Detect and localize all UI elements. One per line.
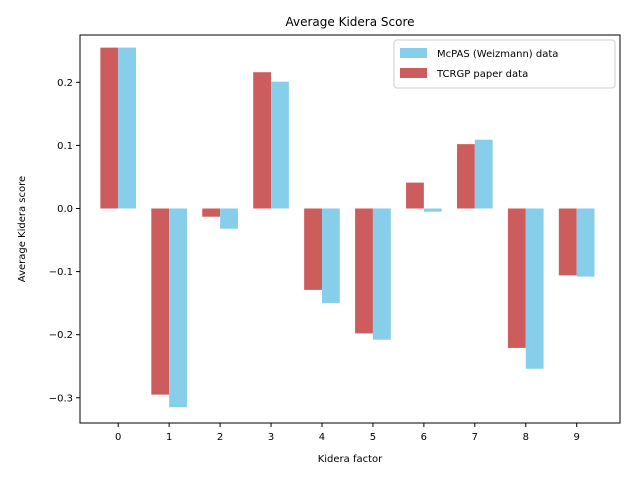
bar-series0-3 <box>253 72 272 209</box>
x-tick-label: 4 <box>319 432 325 443</box>
x-tick-label: 7 <box>472 432 478 443</box>
x-tick-label: 2 <box>217 432 223 443</box>
y-tick-label: −0.3 <box>49 393 73 404</box>
legend-swatch <box>400 48 427 58</box>
bar-series0-1 <box>151 208 170 395</box>
legend-box <box>393 39 616 89</box>
y-tick-label: 0.0 <box>57 204 73 215</box>
bar-series0-7 <box>456 144 475 209</box>
legend: McPAS (Weizmann) data TCRGP paper data <box>393 39 616 89</box>
chart-title: Average Kidera Score <box>285 15 414 29</box>
bar-series1-5 <box>372 208 391 340</box>
bar-series1-6 <box>423 208 442 212</box>
bar-series0-0 <box>100 47 119 209</box>
x-axis-label: Kidera factor <box>318 454 383 465</box>
y-tick-label: −0.1 <box>49 267 73 278</box>
x-tick-label: 0 <box>115 432 121 443</box>
bar-series1-4 <box>321 208 340 304</box>
bar-series1-9 <box>576 208 595 277</box>
plot-frame <box>79 34 621 424</box>
legend-label: TCRGP paper data <box>436 69 528 80</box>
bar-series0-5 <box>355 208 373 334</box>
bar-series0-4 <box>304 208 322 290</box>
y-axis-label: Average Kidera score <box>17 176 28 282</box>
x-axis: 0 1 2 3 4 5 6 7 8 9 <box>115 423 580 443</box>
y-tick-label: 0.1 <box>57 141 73 152</box>
bar-series1-2 <box>220 208 238 229</box>
bar-series0-8 <box>507 208 526 348</box>
y-tick-label: −0.2 <box>49 330 73 341</box>
bar-series0-9 <box>558 208 577 276</box>
y-tick-label: 0.2 <box>57 78 73 89</box>
bar-series0-6 <box>406 182 424 209</box>
y-axis: −0.3 −0.2 −0.1 0.0 0.1 0.2 <box>49 78 80 404</box>
bar-series1-3 <box>271 81 289 209</box>
x-tick-label: 6 <box>421 432 427 443</box>
x-tick-label: 9 <box>574 432 580 443</box>
x-tick-label: 5 <box>370 432 376 443</box>
x-tick-label: 3 <box>268 432 274 443</box>
bar-series0-2 <box>202 208 221 217</box>
bar-series1-1 <box>169 208 187 408</box>
legend-label: McPAS (Weizmann) data <box>437 49 558 60</box>
x-tick-label: 8 <box>523 432 529 443</box>
bar-series1-8 <box>525 208 544 369</box>
bar-series1-7 <box>474 139 493 209</box>
legend-swatch <box>400 68 427 78</box>
bar-series1-0 <box>118 47 137 209</box>
bars-group <box>100 47 595 408</box>
x-tick-label: 1 <box>166 432 172 443</box>
